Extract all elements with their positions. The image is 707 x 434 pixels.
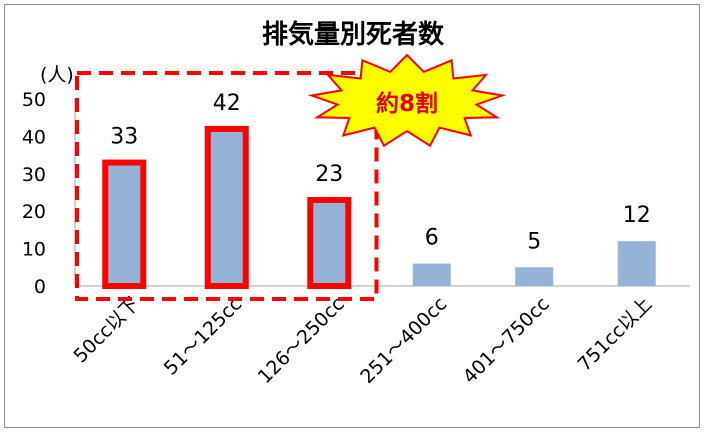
category-label: 51～125cc [160, 293, 247, 380]
category-label: 401～750cc [459, 293, 554, 388]
bar-value-label: 5 [527, 229, 541, 254]
bar-value-label: 6 [425, 226, 439, 251]
bar-value-label: 42 [213, 91, 241, 116]
bar-value-label: 12 [623, 203, 651, 228]
bar [102, 159, 147, 289]
y-axis-unit: (人) [40, 64, 74, 86]
bar [307, 196, 352, 289]
category-label: 126～250cc [254, 293, 349, 388]
category-label: 251～400cc [356, 293, 451, 388]
bar [515, 267, 554, 286]
y-tick-label: 10 [22, 239, 46, 261]
highlight-dashed-box [75, 71, 379, 301]
bar-value-label: 23 [315, 162, 343, 187]
category-labels: 50cc以下 51～125cc 126～250cc 251～400cc 401～750c… [69, 293, 656, 388]
annotation-label: 約8割 [376, 90, 438, 117]
bar-value-label: 33 [110, 125, 138, 150]
y-tick-label: 0 [34, 276, 46, 298]
y-tick-label: 30 [22, 164, 46, 186]
y-axis-ticks: 0 10 20 30 40 50 [22, 89, 46, 298]
annotation-burst: 約8割 [307, 53, 507, 148]
chart-title: 排気量別死者数 [262, 19, 445, 50]
value-labels: 33 42 23 6 5 12 [110, 91, 651, 254]
burst-shape [307, 53, 507, 148]
y-tick-label: 20 [22, 201, 46, 223]
bar [204, 125, 249, 289]
highlight-box [75, 71, 379, 301]
y-tick-label: 50 [22, 89, 46, 111]
category-label: 50cc以下 [69, 293, 143, 367]
bars [102, 125, 656, 289]
bar [412, 263, 451, 286]
category-label: 751cc以上 [573, 293, 656, 376]
y-tick-label: 40 [22, 126, 46, 148]
bar [617, 241, 656, 286]
